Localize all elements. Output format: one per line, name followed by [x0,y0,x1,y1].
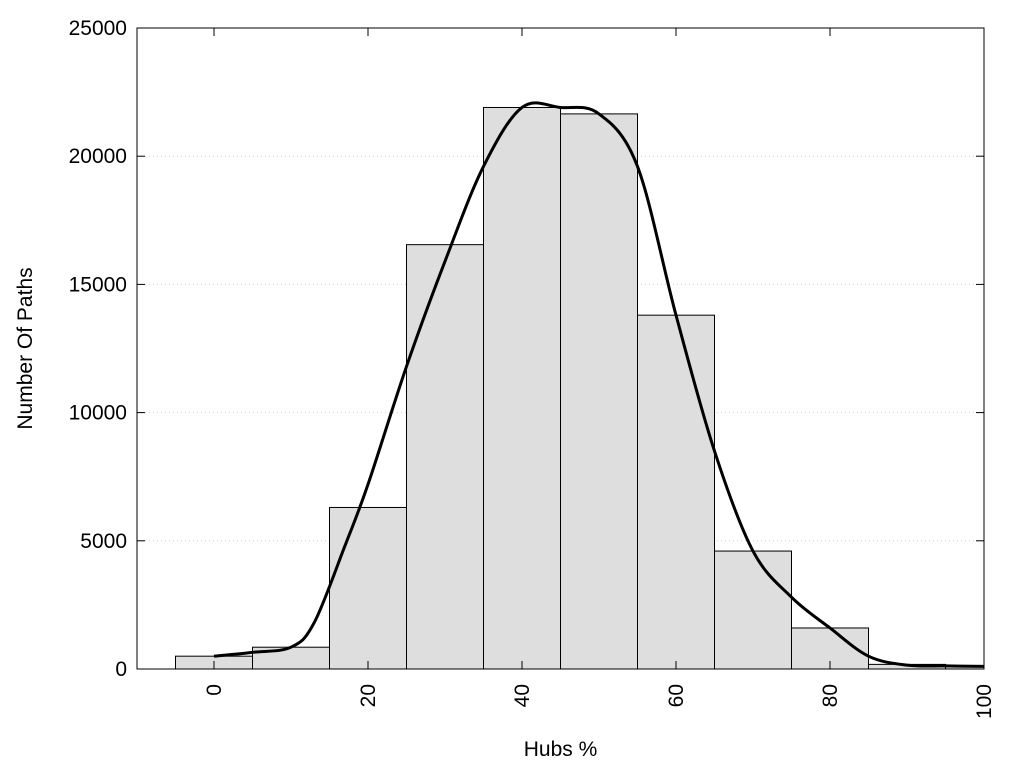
y-tick-label: 0 [115,658,127,681]
bar [406,244,484,670]
x-tick-label: 0 [203,684,226,696]
x-axis-label: Hubs % [524,738,598,761]
y-tick-label: 20000 [69,145,127,168]
x-tick-label: 60 [665,684,688,707]
y-tick-label: 25000 [69,17,127,40]
x-axis-ticks: 0 20 40 60 80 100 [203,28,996,719]
y-axis-ticks: 0 5000 10000 15000 20000 25000 [69,17,984,681]
y-tick-label: 5000 [80,530,127,553]
plot-frame [136,27,985,670]
bar [483,106,561,670]
y-axis-label: Number Of Paths [14,267,37,429]
bar [560,113,638,670]
trend-curve [213,101,985,668]
y-tick-label: 10000 [69,402,127,425]
x-tick-label: 100 [973,684,996,719]
trend-curve-layer [213,101,985,668]
bar [714,550,792,670]
x-tick-label: 40 [511,684,534,707]
bars [175,106,985,670]
bar [637,314,715,670]
x-tick-label: 80 [819,684,842,707]
x-tick-label: 20 [357,684,380,707]
y-tick-label: 15000 [69,273,127,296]
bar [329,506,407,670]
